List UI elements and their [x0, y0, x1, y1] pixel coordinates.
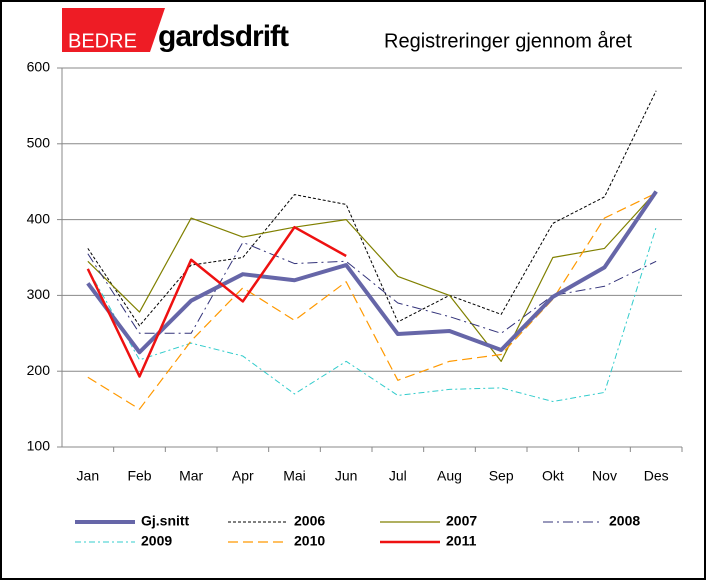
legend-label: Gj.snitt [141, 513, 190, 529]
legend-label: 2009 [141, 533, 172, 549]
y-tick-label: 400 [27, 210, 51, 226]
x-tick-label: Sep [489, 468, 514, 484]
series-line [86, 190, 658, 355]
logo-text: gardsdrift [158, 20, 289, 53]
y-tick-label: 200 [27, 362, 51, 378]
x-tick-label: Nov [592, 468, 617, 484]
x-tick-label: Aug [437, 468, 462, 484]
series-line [87, 191, 657, 362]
legend-label: 2011 [446, 533, 477, 549]
series-line [87, 227, 657, 403]
legend-label: 2007 [446, 513, 477, 529]
x-tick-label: Okt [542, 468, 564, 484]
x-tick-label: Feb [127, 468, 151, 484]
logo-text: BEDRE [68, 30, 137, 52]
x-tick-label: Jul [389, 468, 407, 484]
y-tick-label: 300 [27, 286, 51, 302]
series-line [86, 225, 347, 378]
chart-title: Registreringer gjennom året [384, 30, 632, 52]
legend-label: 2006 [294, 513, 325, 529]
x-tick-label: Mai [283, 468, 306, 484]
x-tick-label: Jan [77, 468, 100, 484]
x-tick-label: Des [644, 468, 669, 484]
logo-box [62, 8, 165, 52]
x-tick-label: Mar [179, 468, 203, 484]
y-tick-label: 100 [27, 438, 51, 454]
x-tick-label: Apr [232, 468, 254, 484]
legend-label: 2010 [294, 533, 325, 549]
legend-label: 2008 [609, 513, 640, 529]
y-tick-label: 500 [27, 135, 51, 151]
x-tick-label: Jun [335, 468, 358, 484]
y-tick-label: 600 [27, 59, 51, 75]
